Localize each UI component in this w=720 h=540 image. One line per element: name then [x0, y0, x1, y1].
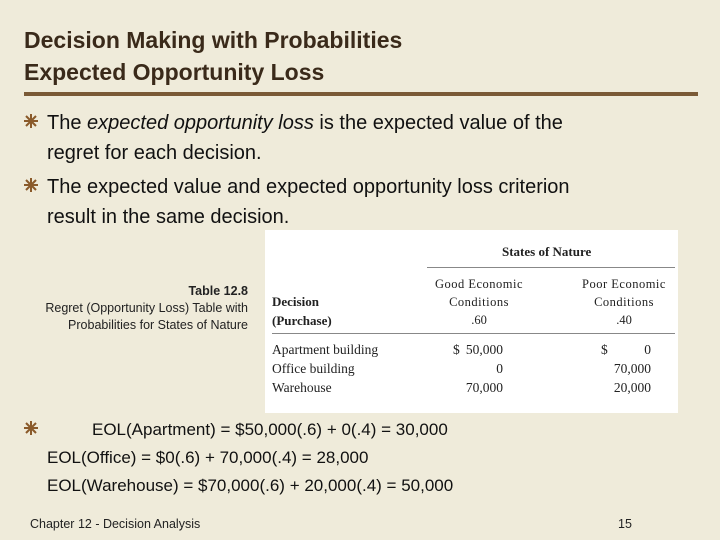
column-good-line1: Good Economic: [434, 277, 524, 291]
eol-office: EOL(Office) = $0(.6) + 70,000(.4) = 28,0…: [47, 448, 369, 467]
decision-label: Decision: [272, 294, 319, 309]
bullet-1-post: is the expected value of the: [313, 112, 563, 134]
slide-title: Decision Making with Probabilities Expec…: [24, 24, 402, 88]
table-caption: Table 12.8 Regret (Opportunity Loss) Tab…: [40, 283, 248, 334]
footer-page-number: 15: [618, 517, 632, 531]
slide-title-line2: Expected Opportunity Loss: [24, 59, 325, 85]
footer-chapter: Chapter 12 - Decision Analysis: [30, 517, 201, 531]
row-apartment-poor-symbol: $: [601, 342, 608, 357]
row-warehouse-poor: 20,000: [613, 380, 651, 395]
row-apartment-good: 50,000: [465, 342, 503, 357]
eol-apartment: EOL(Apartment) = $50,000(.6) + 0(.4) = 3…: [92, 420, 448, 439]
bullet-star-icon: [24, 421, 38, 435]
row-apartment-poor: 0: [644, 342, 651, 357]
row-apartment-good-symbol: $: [453, 342, 460, 357]
column-good-line2: Conditions: [449, 295, 509, 309]
bullet-1-emphasis: expected opportunity loss: [87, 112, 314, 134]
table-caption-text: Regret (Opportunity Loss) Table with Pro…: [45, 301, 248, 332]
bullet-expected-opportunity-loss: The expected opportunity loss is the exp…: [47, 108, 707, 168]
column-poor-line1: Poor Economic: [582, 277, 666, 291]
header-rule: [427, 267, 675, 268]
regret-table: States of Nature Good Economic Condition…: [265, 230, 678, 413]
probability-poor: .40: [616, 313, 632, 327]
row-decision-office: Office building: [272, 361, 355, 376]
bullet-2-line2: result in the same decision.: [47, 206, 290, 228]
row-decision-apartment: Apartment building: [272, 342, 379, 357]
bullet-star-icon: [24, 178, 38, 192]
row-decision-warehouse: Warehouse: [272, 380, 332, 395]
eol-warehouse: EOL(Warehouse) = $70,000(.6) + 20,000(.4…: [47, 476, 454, 495]
row-warehouse-good: 70,000: [465, 380, 503, 395]
row-office-poor: 70,000: [613, 361, 651, 376]
table-number: Table 12.8: [188, 284, 248, 298]
states-of-nature-header: States of Nature: [502, 244, 592, 259]
bullet-1-line2: regret for each decision.: [47, 142, 262, 164]
title-divider: [24, 92, 698, 96]
bullet-1-pre: The: [47, 112, 88, 134]
bullet-2-line1: The expected value and expected opportun…: [47, 176, 570, 198]
column-header-good: Good Economic Conditions: [425, 277, 533, 310]
purchase-label: (Purchase): [272, 313, 332, 328]
body-rule: [272, 333, 675, 334]
slide-title-line1: Decision Making with Probabilities: [24, 27, 403, 53]
column-header-poor: Poor Economic Conditions: [570, 277, 678, 310]
column-poor-line2: Conditions: [594, 295, 654, 309]
probability-good: .60: [471, 313, 487, 327]
bullet-same-decision: The expected value and expected opportun…: [47, 172, 707, 232]
row-office-good: 0: [496, 361, 503, 376]
bullet-star-icon: [24, 114, 38, 128]
